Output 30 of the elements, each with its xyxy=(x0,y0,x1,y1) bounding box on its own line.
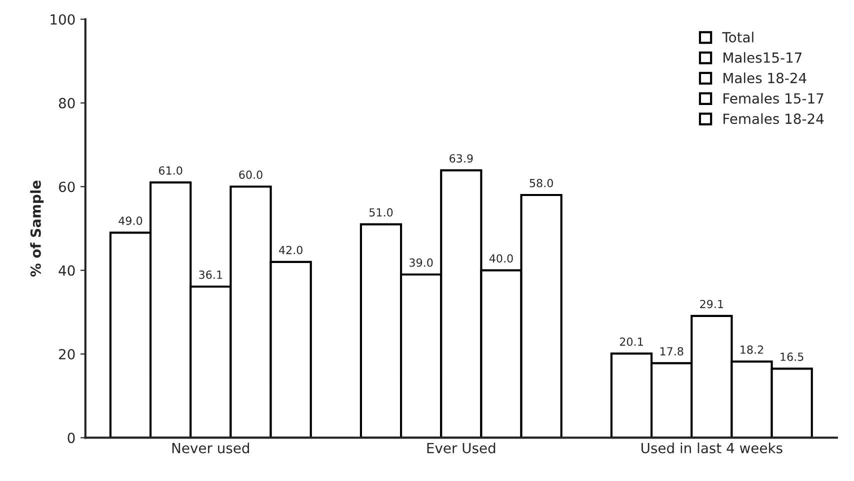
y-axis-title: % of Sample xyxy=(30,180,44,277)
data-label: 20.1 xyxy=(620,337,643,346)
data-label: 36.1 xyxy=(199,270,222,279)
legend-label: Females 15-17 xyxy=(724,92,824,104)
legend-label: Females 18-24 xyxy=(724,113,824,124)
y-tick-label: 20 xyxy=(59,348,75,360)
legend-label: Males 18-24 xyxy=(724,72,806,84)
x-tick-label: Never used xyxy=(172,442,249,454)
y-tick-label: 100 xyxy=(50,14,75,25)
x-tick-label: Used in last 4 weeks xyxy=(642,442,782,454)
legend-label: Males15-17 xyxy=(724,52,802,63)
data-label: 51.0 xyxy=(369,208,393,217)
y-tick-label: 60 xyxy=(58,182,75,192)
data-label: 63.9 xyxy=(450,154,473,163)
data-label: 29.1 xyxy=(700,300,724,308)
data-label: 49.0 xyxy=(118,216,142,225)
data-label: 60.0 xyxy=(239,170,262,179)
data-label: 61.0 xyxy=(158,166,182,175)
legend-label: Total xyxy=(722,32,754,42)
data-label: 17.8 xyxy=(660,347,684,356)
data-label: 58.0 xyxy=(530,178,553,188)
data-label: 42.0 xyxy=(278,246,302,254)
data-label: 40.0 xyxy=(489,254,513,263)
x-tick-label: Ever Used xyxy=(427,442,496,454)
y-tick-label: 80 xyxy=(58,98,75,108)
data-label: 16.5 xyxy=(780,352,804,361)
y-tick-label: 40 xyxy=(58,265,75,276)
data-label: 39.0 xyxy=(410,258,433,267)
y-tick-label: 0 xyxy=(68,432,75,444)
data-label: 18.2 xyxy=(740,345,764,354)
